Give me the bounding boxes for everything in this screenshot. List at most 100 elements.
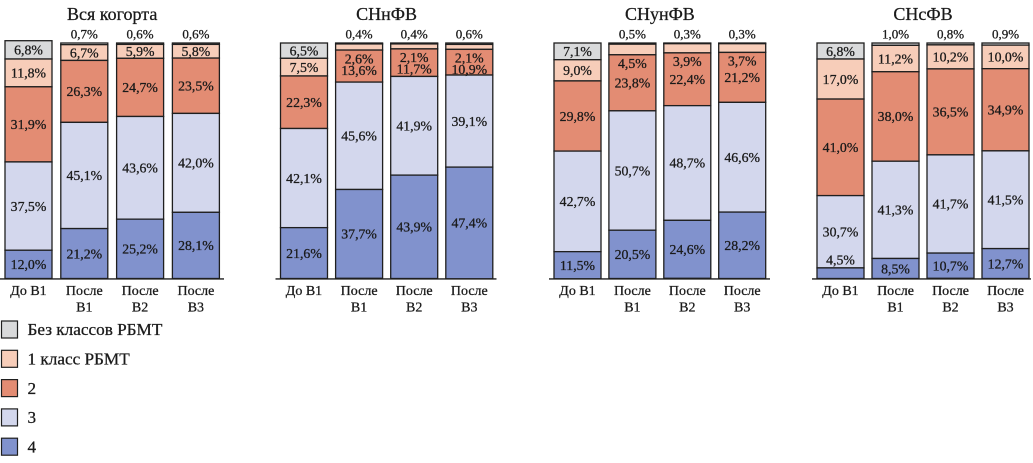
svg-text:22,3%: 22,3% — [286, 95, 322, 110]
svg-text:В1: В1 — [76, 301, 92, 316]
svg-text:До В1: До В1 — [286, 284, 322, 299]
svg-text:До В1: До В1 — [10, 284, 46, 299]
svg-text:7,5%: 7,5% — [290, 60, 319, 75]
svg-text:2,6%: 2,6% — [345, 51, 374, 66]
svg-text:2,1%: 2,1% — [455, 51, 484, 66]
svg-text:4,5%: 4,5% — [618, 56, 647, 71]
svg-text:Без классов РБМТ: Без классов РБМТ — [28, 320, 163, 339]
svg-text:41,0%: 41,0% — [823, 140, 859, 155]
svg-text:45,1%: 45,1% — [66, 168, 102, 183]
svg-text:В1: В1 — [887, 301, 903, 316]
svg-text:24,7%: 24,7% — [122, 80, 158, 95]
svg-text:После: После — [614, 284, 651, 299]
svg-text:После: После — [66, 284, 103, 299]
svg-text:После: После — [451, 284, 488, 299]
svg-text:13,6%: 13,6% — [341, 63, 377, 78]
svg-text:17,0%: 17,0% — [823, 72, 859, 87]
svg-text:11,5%: 11,5% — [560, 258, 596, 273]
svg-text:2: 2 — [28, 379, 37, 398]
svg-text:26,3%: 26,3% — [66, 84, 102, 99]
svg-text:До В1: До В1 — [822, 284, 858, 299]
svg-text:25,2%: 25,2% — [122, 242, 158, 257]
svg-text:38,0%: 38,0% — [878, 109, 914, 124]
svg-text:29,8%: 29,8% — [560, 109, 596, 124]
svg-text:1 класс РБМТ: 1 класс РБМТ — [28, 350, 131, 369]
svg-text:37,7%: 37,7% — [341, 227, 377, 242]
svg-text:После: После — [122, 284, 159, 299]
svg-text:В1: В1 — [624, 301, 640, 316]
svg-text:10,7%: 10,7% — [933, 258, 969, 273]
svg-text:0,4%: 0,4% — [401, 27, 428, 42]
svg-text:После: После — [724, 284, 761, 299]
svg-text:37,5%: 37,5% — [11, 199, 47, 214]
svg-text:0,8%: 0,8% — [937, 27, 964, 42]
svg-text:3,7%: 3,7% — [728, 54, 757, 69]
svg-text:4: 4 — [28, 437, 37, 456]
svg-text:20,5%: 20,5% — [615, 247, 651, 262]
svg-text:46,6%: 46,6% — [724, 150, 760, 165]
svg-text:42,1%: 42,1% — [286, 171, 322, 186]
svg-text:47,4%: 47,4% — [451, 216, 487, 231]
svg-text:28,1%: 28,1% — [178, 238, 214, 253]
svg-text:45,6%: 45,6% — [341, 129, 377, 144]
svg-text:0,6%: 0,6% — [127, 27, 154, 42]
svg-text:21,2%: 21,2% — [66, 246, 102, 261]
svg-text:В3: В3 — [461, 301, 477, 316]
svg-text:28,2%: 28,2% — [724, 238, 760, 253]
svg-text:10,0%: 10,0% — [988, 50, 1024, 65]
svg-text:В1: В1 — [351, 301, 367, 316]
svg-text:После: После — [177, 284, 214, 299]
svg-text:СНсФВ: СНсФВ — [893, 4, 952, 24]
svg-text:5,8%: 5,8% — [182, 44, 211, 59]
svg-text:6,8%: 6,8% — [14, 43, 43, 58]
svg-text:42,7%: 42,7% — [560, 194, 596, 209]
svg-text:После: После — [396, 284, 433, 299]
svg-text:0,3%: 0,3% — [729, 27, 756, 42]
svg-text:36,5%: 36,5% — [933, 105, 969, 120]
svg-text:После: После — [877, 284, 914, 299]
svg-text:12,7%: 12,7% — [988, 256, 1024, 271]
svg-text:После: После — [987, 284, 1024, 299]
svg-text:41,7%: 41,7% — [933, 197, 969, 212]
svg-text:30,7%: 30,7% — [823, 225, 859, 240]
svg-text:22,4%: 22,4% — [669, 72, 705, 87]
svg-text:10,9%: 10,9% — [451, 62, 487, 77]
svg-text:6,8%: 6,8% — [826, 44, 855, 59]
svg-text:После: После — [669, 284, 706, 299]
svg-text:0,9%: 0,9% — [992, 27, 1019, 42]
svg-text:После: После — [341, 284, 378, 299]
svg-text:24,6%: 24,6% — [669, 242, 705, 257]
svg-text:СНунФВ: СНунФВ — [625, 4, 695, 24]
svg-text:12,0%: 12,0% — [11, 257, 47, 272]
svg-text:0,3%: 0,3% — [674, 27, 701, 42]
svg-text:43,6%: 43,6% — [122, 161, 158, 176]
svg-text:В2: В2 — [942, 301, 958, 316]
svg-text:СНнФВ: СНнФВ — [356, 4, 417, 24]
svg-text:41,3%: 41,3% — [878, 203, 914, 218]
svg-text:21,2%: 21,2% — [724, 70, 760, 85]
svg-text:После: После — [932, 284, 969, 299]
svg-text:21,6%: 21,6% — [286, 246, 322, 261]
svg-text:4,5%: 4,5% — [826, 253, 855, 268]
svg-text:11,8%: 11,8% — [11, 66, 47, 81]
svg-text:10,2%: 10,2% — [933, 50, 969, 65]
svg-text:34,9%: 34,9% — [988, 103, 1024, 118]
svg-text:50,7%: 50,7% — [615, 163, 651, 178]
svg-text:23,5%: 23,5% — [178, 79, 214, 94]
svg-text:1,0%: 1,0% — [882, 27, 909, 42]
svg-text:Вся когорта: Вся когорта — [67, 4, 157, 24]
svg-text:В2: В2 — [132, 301, 148, 316]
svg-text:8,5%: 8,5% — [881, 261, 910, 276]
svg-text:3,9%: 3,9% — [673, 54, 702, 69]
svg-text:41,9%: 41,9% — [396, 119, 432, 134]
svg-text:До В1: До В1 — [559, 284, 595, 299]
svg-text:0,6%: 0,6% — [456, 27, 483, 42]
svg-text:В2: В2 — [406, 301, 422, 316]
svg-text:31,9%: 31,9% — [11, 117, 47, 132]
svg-text:48,7%: 48,7% — [669, 156, 705, 171]
svg-text:11,2%: 11,2% — [878, 51, 914, 66]
svg-text:2,1%: 2,1% — [400, 50, 429, 65]
svg-text:0,6%: 0,6% — [182, 27, 209, 42]
svg-text:В3: В3 — [997, 301, 1013, 316]
svg-text:0,4%: 0,4% — [346, 27, 373, 42]
